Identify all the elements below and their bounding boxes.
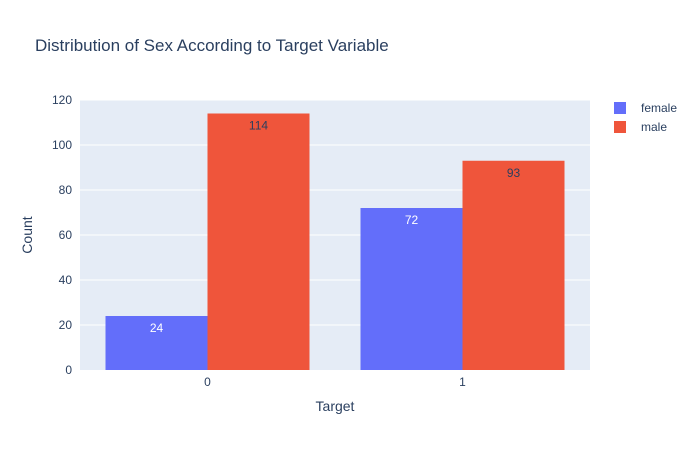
bar-female-1[interactable]: [360, 208, 463, 370]
y-tick-label: 20: [59, 318, 73, 332]
bar-value-label: 72: [405, 213, 419, 227]
legend-label: male: [641, 120, 667, 134]
legend-item-male[interactable]: male: [614, 120, 667, 134]
bar-value-label: 114: [249, 119, 268, 133]
y-tick-label: 120: [52, 93, 72, 107]
y-tick-label: 60: [59, 228, 73, 242]
bar-male-0[interactable]: [207, 113, 310, 371]
bar-labels: 24 114 72 93: [150, 119, 521, 336]
y-axis-ticks: 0 20 40 60 80 100 120: [52, 93, 72, 377]
x-tick-label: 0: [204, 375, 211, 389]
legend-swatch: [614, 121, 626, 133]
x-axis-title: Target: [316, 398, 355, 414]
y-tick-label: 40: [59, 273, 73, 287]
legend-label: female: [641, 101, 677, 115]
bar-value-label: 24: [150, 321, 164, 335]
y-tick-label: 100: [52, 138, 72, 152]
legend-swatch: [614, 102, 626, 114]
x-tick-label: 1: [459, 375, 466, 389]
y-tick-label: 80: [59, 183, 73, 197]
chart-title: Distribution of Sex According to Target …: [35, 36, 389, 55]
bar-female-0[interactable]: [105, 316, 208, 370]
y-tick-label: 0: [65, 363, 72, 377]
legend[interactable]: female male: [614, 101, 677, 134]
bar-male-1[interactable]: [462, 160, 565, 370]
bar-value-label: 93: [507, 166, 521, 180]
legend-item-female[interactable]: female: [614, 101, 677, 115]
y-axis-title: Count: [19, 216, 35, 253]
bars: [105, 113, 565, 371]
